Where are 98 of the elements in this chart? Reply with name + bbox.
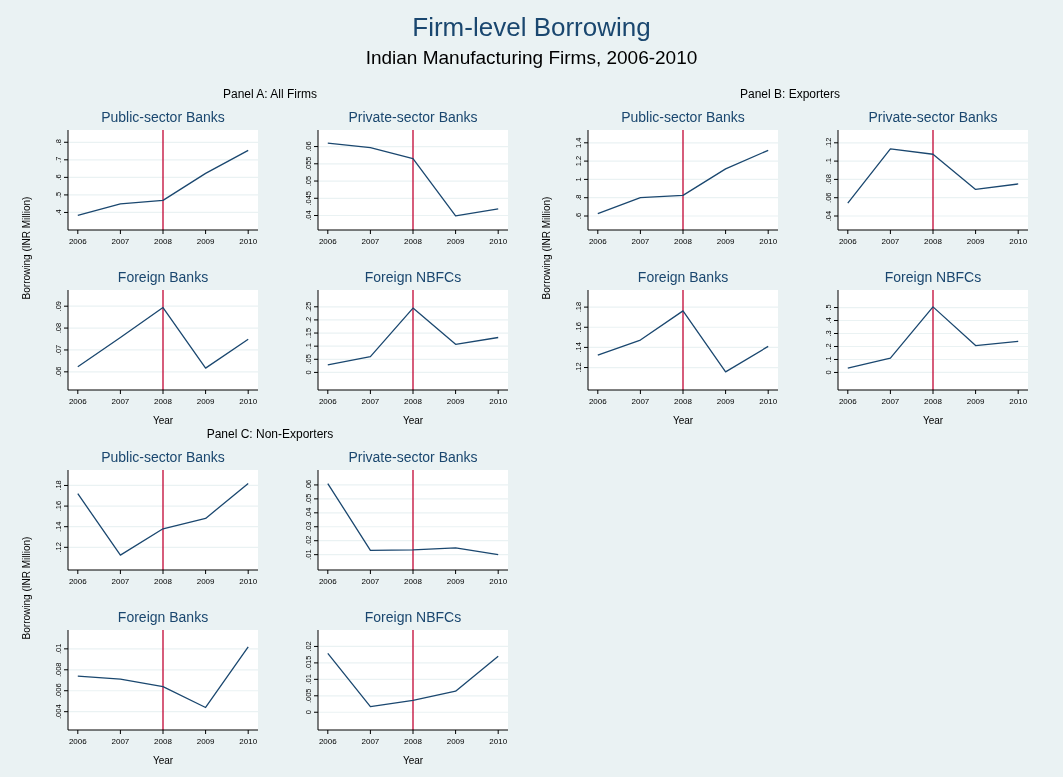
x-tick-label: 2006 xyxy=(68,397,88,406)
x-tick-label: 2006 xyxy=(318,577,338,586)
chart-title: Foreign NBFCs xyxy=(364,269,462,285)
x-tick-label: 2007 xyxy=(111,397,130,406)
line-series xyxy=(77,482,249,556)
line-series xyxy=(847,148,1019,204)
x-tick-label: 2007 xyxy=(881,397,900,406)
x-tick-label: 2006 xyxy=(68,237,88,246)
x-tick-label: 2010 xyxy=(489,577,508,586)
x-tick-label: 2006 xyxy=(318,237,338,246)
x-tick-label: 2006 xyxy=(588,397,608,406)
line-series xyxy=(597,149,769,215)
x-tick-label: 2006 xyxy=(68,737,88,746)
x-tick-label: 2008 xyxy=(154,737,173,746)
x-tick-label: 2010 xyxy=(1009,397,1028,406)
x-tick-label: 2008 xyxy=(404,397,423,406)
x-tick-label: 2009 xyxy=(446,397,466,406)
line-series xyxy=(327,652,499,708)
x-tick-label: 2006 xyxy=(68,577,88,586)
line-series xyxy=(77,646,249,709)
x-tick-label: 2008 xyxy=(924,237,943,246)
x-tick-label: 2009 xyxy=(966,237,986,246)
x-axis-title: Year xyxy=(672,415,694,426)
x-tick-label: 2009 xyxy=(716,237,736,246)
x-tick-label: 2007 xyxy=(631,237,650,246)
x-tick-label: 2008 xyxy=(154,237,173,246)
x-tick-label: 2008 xyxy=(404,737,423,746)
line-series xyxy=(327,307,499,366)
chart-title: Public-sector Banks xyxy=(101,109,225,125)
chart-title: Private-sector Banks xyxy=(868,109,998,125)
x-tick-label: 2010 xyxy=(239,737,258,746)
x-tick-label: 2008 xyxy=(674,397,693,406)
line-series xyxy=(847,306,1019,369)
x-tick-label: 2010 xyxy=(489,397,508,406)
x-tick-label: 2009 xyxy=(446,737,466,746)
x-tick-label: 2008 xyxy=(154,577,173,586)
text: Panel A: All Firms xyxy=(222,87,318,101)
x-tick-label: 2008 xyxy=(404,237,423,246)
x-tick-label: 2007 xyxy=(111,237,130,246)
x-tick-label: 2010 xyxy=(759,397,778,406)
x-tick-label: 2010 xyxy=(1009,237,1028,246)
line-series xyxy=(327,482,499,556)
x-tick-label: 2006 xyxy=(318,397,338,406)
x-tick-label: 2006 xyxy=(318,737,338,746)
x-axis-title: Year xyxy=(402,415,424,426)
y-axis-title: Borrowing (INR Million) xyxy=(21,196,32,300)
chart-title: Foreign Banks xyxy=(117,609,209,625)
x-tick-label: 2006 xyxy=(588,237,608,246)
x-tick-label: 2007 xyxy=(361,577,380,586)
chart-title: Foreign NBFCs xyxy=(364,609,462,625)
x-tick-label: 2007 xyxy=(111,577,130,586)
x-tick-label: 2010 xyxy=(239,577,258,586)
x-axis-title: Year xyxy=(152,415,174,426)
x-tick-label: 2009 xyxy=(716,397,736,406)
text: Firm-level Borrowing xyxy=(412,12,651,42)
chart-title: Foreign Banks xyxy=(637,269,729,285)
text: Panel B: Exporters xyxy=(739,87,841,101)
x-tick-label: 2008 xyxy=(924,397,943,406)
x-tick-label: 2009 xyxy=(446,237,466,246)
x-tick-label: 2009 xyxy=(966,397,986,406)
text: Indian Manufacturing Firms, 2006-2010 xyxy=(365,47,698,68)
x-tick-label: 2010 xyxy=(489,237,508,246)
x-axis-title: Year xyxy=(402,755,424,766)
chart-title: Public-sector Banks xyxy=(621,109,745,125)
x-tick-label: 2010 xyxy=(759,237,778,246)
x-tick-label: 2010 xyxy=(489,737,508,746)
x-tick-label: 2007 xyxy=(361,737,380,746)
x-tick-label: 2009 xyxy=(196,237,216,246)
chart-title: Public-sector Banks xyxy=(101,449,225,465)
chart-title: Private-sector Banks xyxy=(348,449,478,465)
x-tick-label: 2006 xyxy=(838,237,858,246)
x-tick-label: 2009 xyxy=(196,577,216,586)
x-tick-label: 2008 xyxy=(674,237,693,246)
y-axis-title: Borrowing (INR Million) xyxy=(541,196,552,300)
x-tick-label: 2007 xyxy=(631,397,650,406)
x-tick-label: 2006 xyxy=(838,397,858,406)
y-axis-title: Borrowing (INR Million) xyxy=(21,536,32,640)
x-tick-label: 2007 xyxy=(111,737,130,746)
line-series xyxy=(327,142,499,217)
line-series xyxy=(597,310,769,373)
x-tick-label: 2010 xyxy=(239,397,258,406)
x-axis-title: Year xyxy=(922,415,944,426)
chart-title: Private-sector Banks xyxy=(348,109,478,125)
x-tick-label: 2007 xyxy=(361,397,380,406)
chart-title: Foreign Banks xyxy=(117,269,209,285)
text: Panel C: Non-Exporters xyxy=(206,427,334,441)
x-tick-label: 2009 xyxy=(446,577,466,586)
x-tick-label: 2009 xyxy=(196,737,216,746)
chart-title: Foreign NBFCs xyxy=(884,269,982,285)
x-tick-label: 2010 xyxy=(239,237,258,246)
x-axis-title: Year xyxy=(152,755,174,766)
x-tick-label: 2008 xyxy=(404,577,423,586)
line-series xyxy=(77,149,249,217)
line-series xyxy=(77,306,249,369)
x-tick-label: 2007 xyxy=(361,237,380,246)
x-tick-label: 2007 xyxy=(881,237,900,246)
x-tick-label: 2009 xyxy=(196,397,216,406)
x-tick-label: 2008 xyxy=(154,397,173,406)
